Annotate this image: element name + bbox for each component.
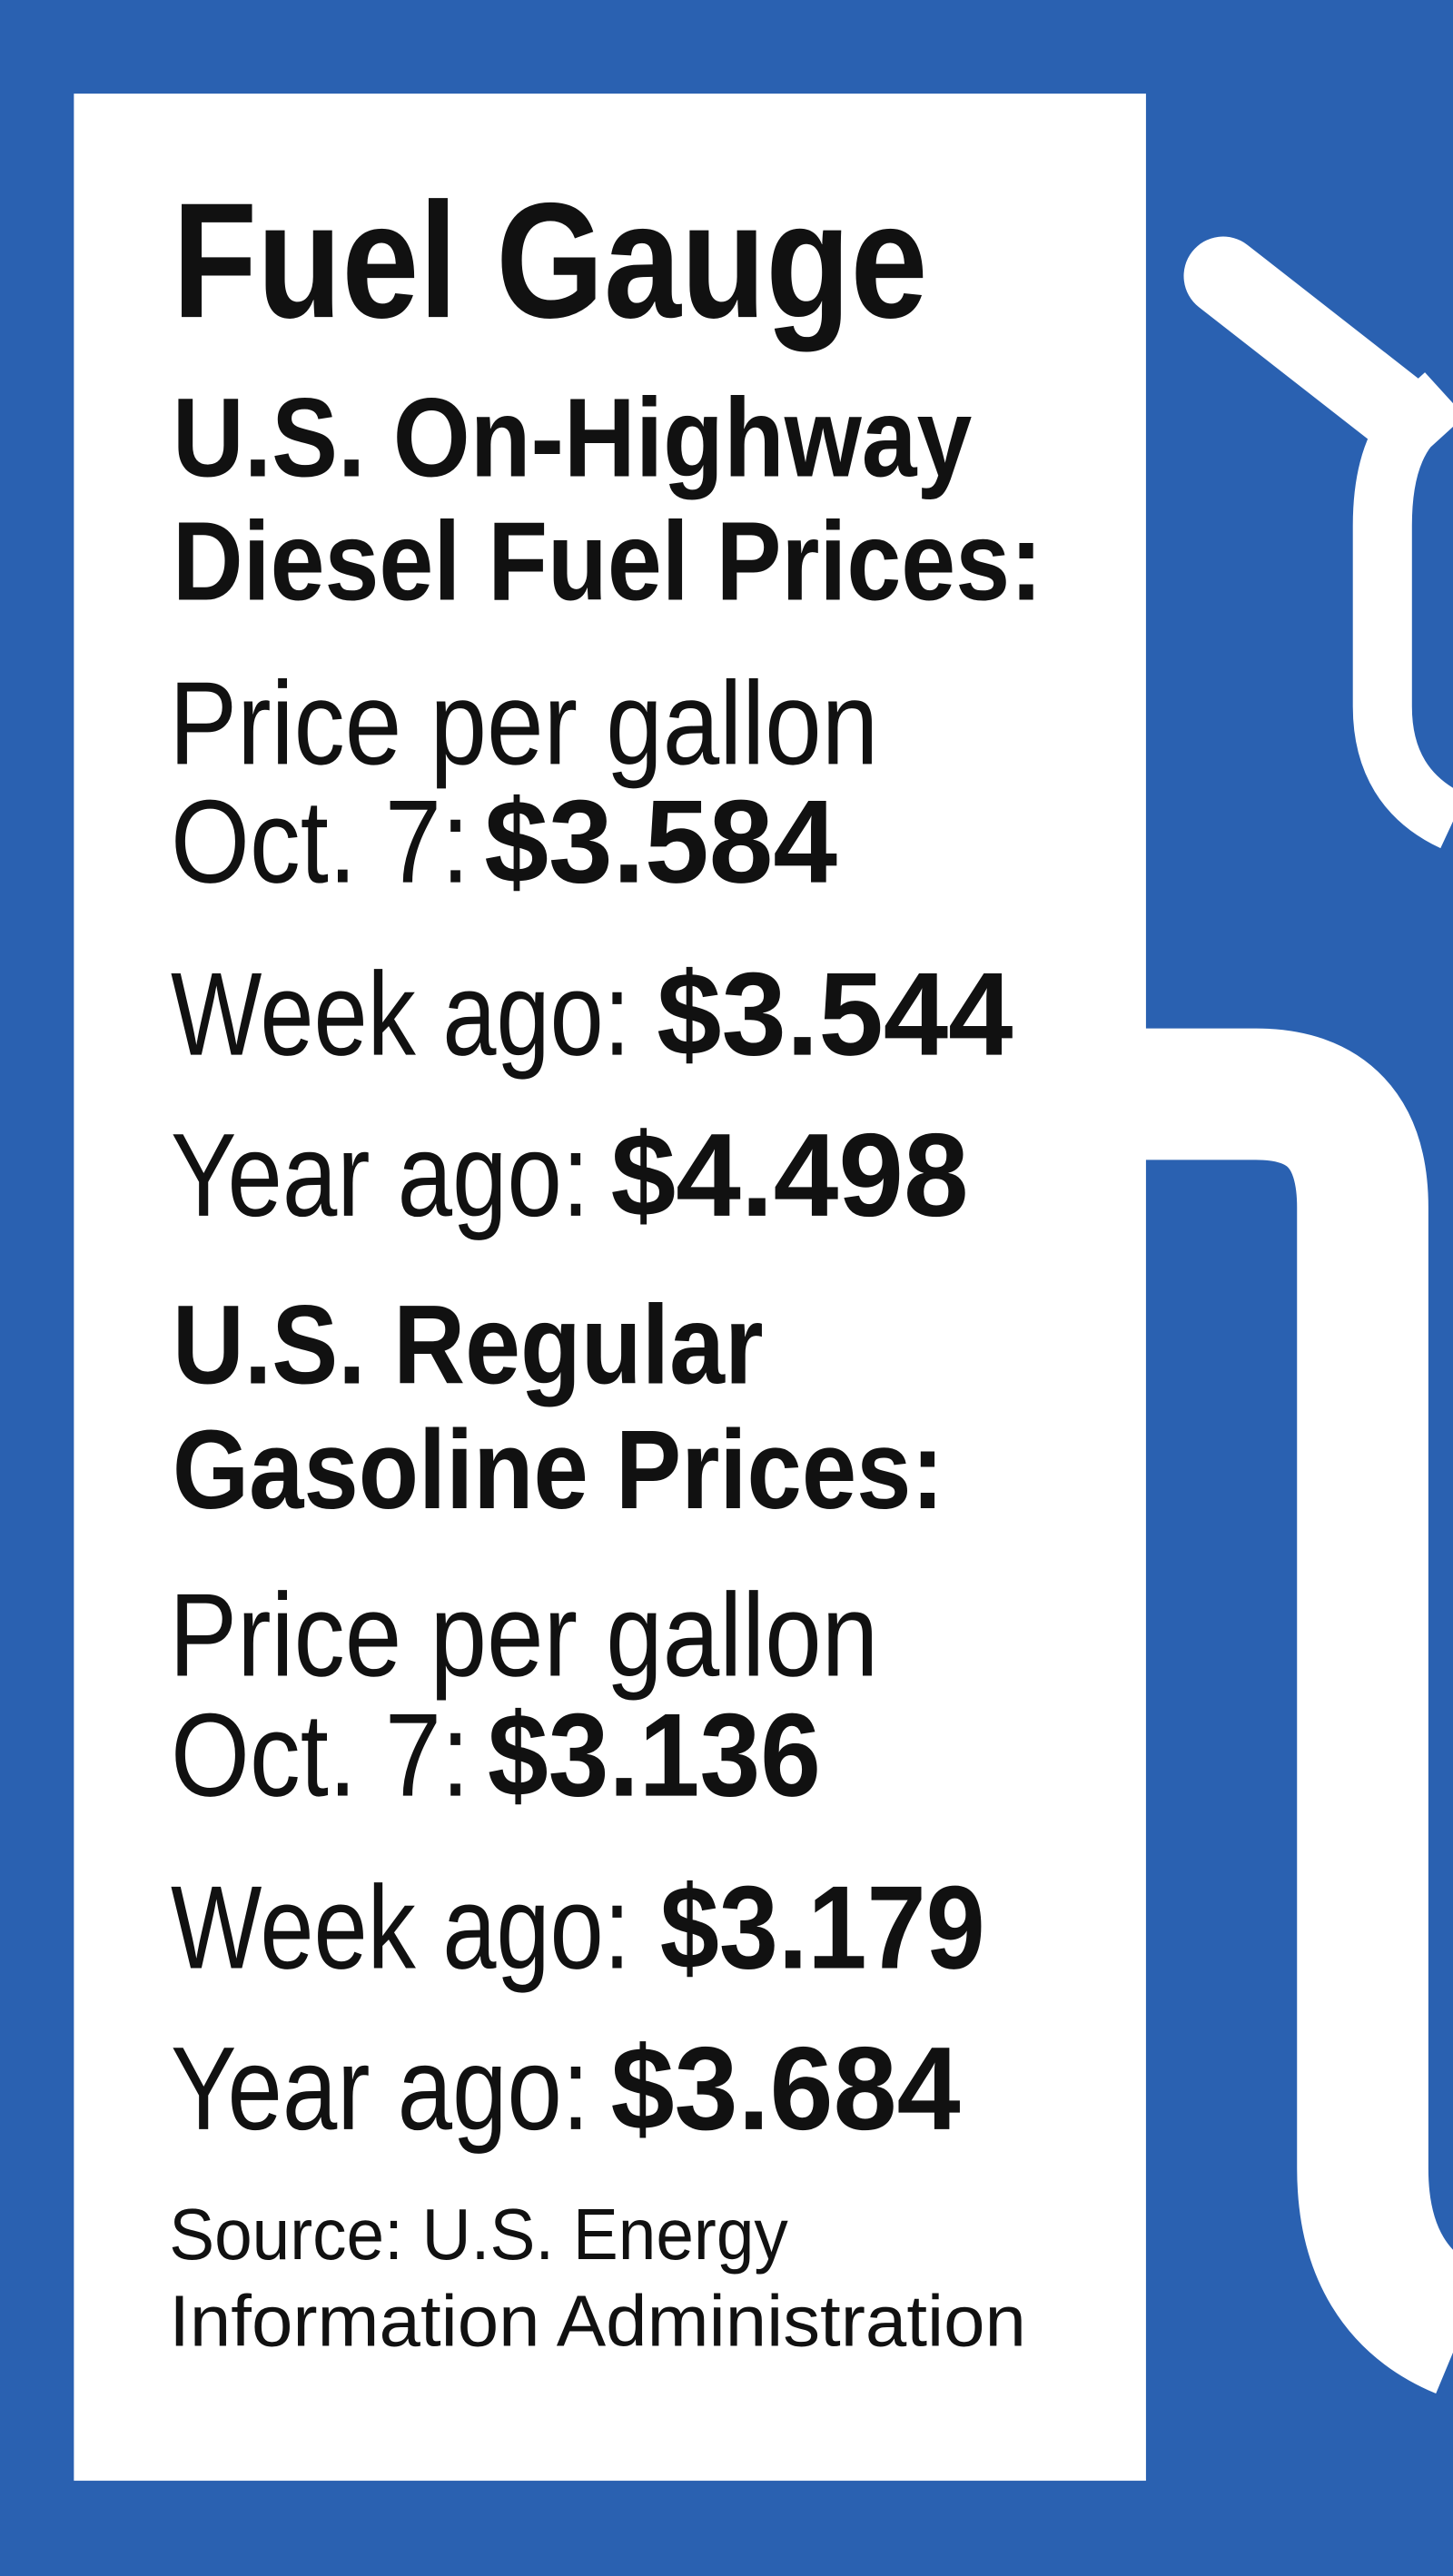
price-value: $3.684 (611, 2022, 961, 2155)
fuel-hose (1132, 1028, 1453, 2394)
price-value: $4.498 (611, 1109, 969, 1241)
price-label: Year ago: (171, 1109, 589, 1241)
price-label: Oct. 7: (171, 1689, 470, 1821)
fuel-nozzle (1132, 236, 1453, 2394)
title: Fuel Gauge (173, 169, 928, 352)
price-value: $3.584 (484, 775, 837, 908)
price-value: $3.544 (657, 948, 1013, 1081)
price-label: Oct. 7: (171, 775, 470, 908)
caption: Price per gallon (169, 1568, 878, 1701)
section-heading: U.S. Regular (173, 1283, 764, 1407)
source-note: Information Administration (169, 2281, 1026, 2362)
caption: Price per gallon (169, 656, 878, 789)
price-label: Year ago: (171, 2022, 589, 2155)
nozzle-spout (1183, 236, 1436, 450)
text-panel (74, 94, 1146, 2482)
section-heading: U.S. On-Highway (173, 377, 972, 501)
source-note: Source: U.S. Energy (169, 2194, 788, 2275)
price-value: $3.136 (488, 1689, 821, 1821)
section-heading: Gasoline Prices: (173, 1408, 944, 1533)
nozzle-body (1352, 372, 1453, 849)
price-value: $3.179 (660, 1861, 985, 1994)
section-heading: Diesel Fuel Prices: (173, 499, 1043, 624)
price-label: Week ago: (171, 1861, 630, 1994)
price-label: Week ago: (171, 948, 630, 1081)
